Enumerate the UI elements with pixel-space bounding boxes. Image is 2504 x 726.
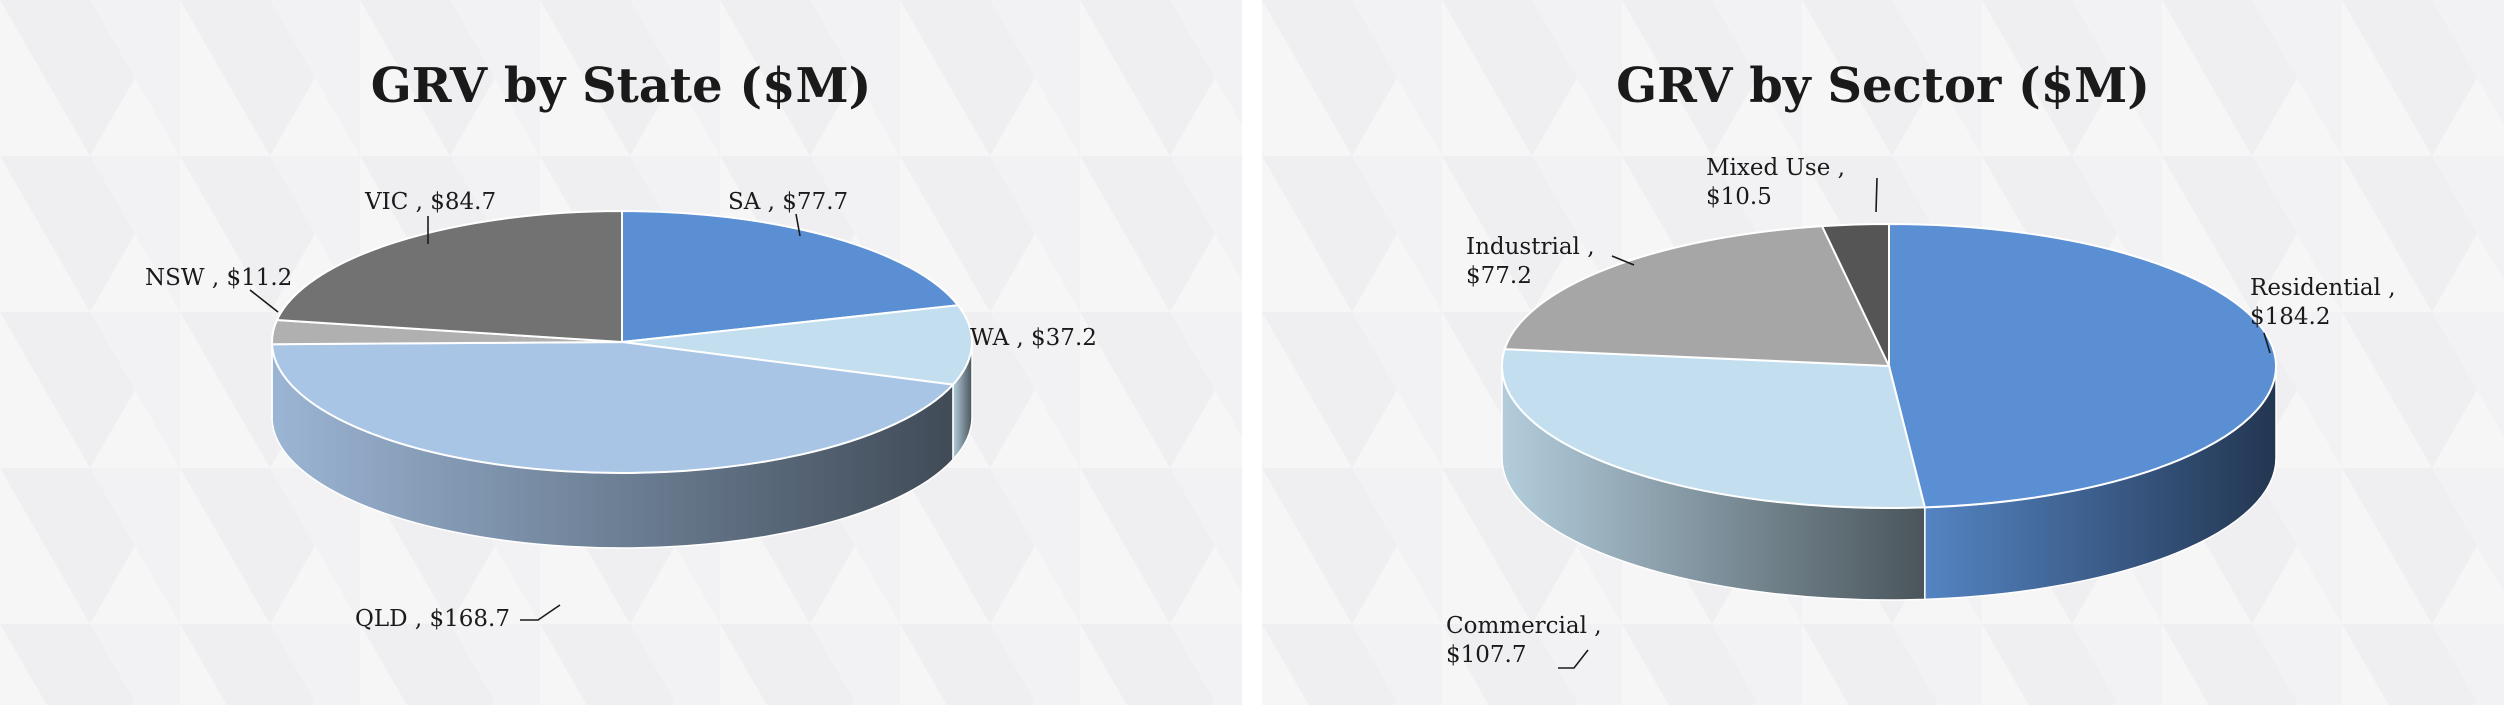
data-label-wa: WA , $37.2 [970, 325, 1097, 351]
leader-line-residential [2263, 332, 2271, 354]
pie-slice-residential [1888, 222, 2277, 509]
chart-panel-sector: Residential , $184.2 Commercial , $107.7 Ind… [1262, 0, 2504, 705]
data-label-residential: Residential , $184.2 [2250, 275, 2396, 330]
leader-line-nsw [249, 289, 279, 313]
leader-line-mixed-use [1875, 177, 1878, 213]
pie-slice-industrial [1503, 225, 1891, 368]
leader-line-industrial [1611, 255, 1635, 266]
pie-slice-mixed-use [1820, 222, 1890, 367]
pie-slice-commercial [1501, 348, 1927, 509]
leader-line-qld [520, 604, 561, 621]
data-label-qld: QLD , $168.7 [355, 606, 510, 632]
chart-svg-state: SA , $77.7 WA , $37.2 QLD , $168.7 NSW , $1… [0, 0, 1242, 705]
data-label-commercial: Commercial , $107.7 [1446, 613, 1602, 668]
data-label-sa: SA , $77.7 [728, 189, 848, 215]
pie-slice-sa [621, 209, 960, 344]
chart-svg-sector: Residential , $184.2 Commercial , $107.7 Ind… [1262, 0, 2504, 705]
leader-line-commercial [1558, 649, 1589, 669]
chart-title-sector: GRV by Sector ($M) [1616, 58, 2150, 114]
data-label-mixed-use: Mixed Use , $10.5 [1706, 155, 1845, 210]
pie-marks-state: SA , $77.7 WA , $37.2 QLD , $168.7 NSW , $1… [145, 189, 1097, 632]
pie-slice-wa [621, 304, 973, 386]
pie-slice-qld [271, 340, 955, 474]
chart-panel-state: SA , $77.7 WA , $37.2 QLD , $168.7 NSW , $1… [0, 0, 1242, 705]
data-label-nsw: NSW , $11.2 [145, 265, 292, 291]
data-label-industrial: Industrial , $77.2 [1466, 234, 1595, 289]
data-label-vic: VIC , $84.7 [364, 189, 496, 215]
chart-title-state: GRV by State ($M) [370, 58, 872, 114]
leader-line-sa [795, 213, 801, 237]
pie-marks-sector: Residential , $184.2 Commercial , $107.7 Ind… [1446, 155, 2396, 669]
pie-slice-vic [275, 209, 623, 344]
